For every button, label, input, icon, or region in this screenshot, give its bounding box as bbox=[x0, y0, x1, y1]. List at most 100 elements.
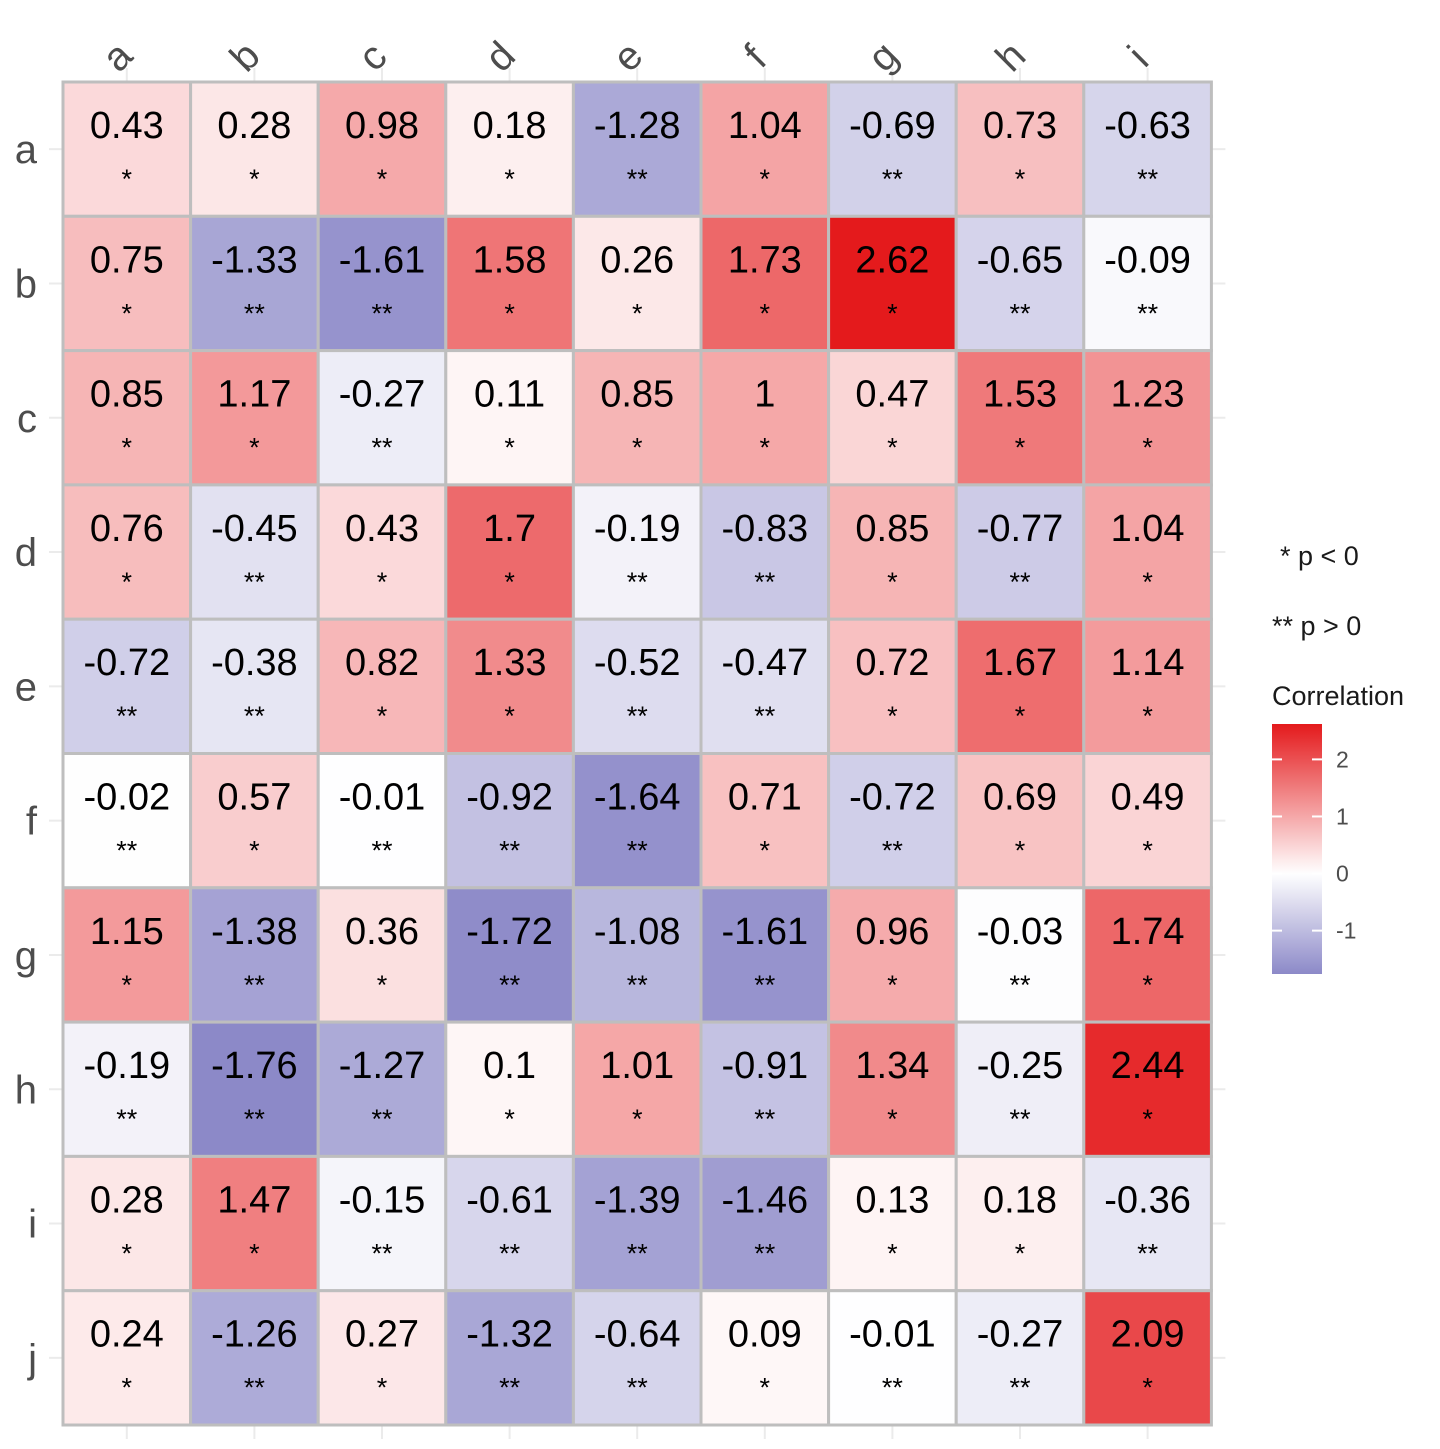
cell-value: -1.28 bbox=[594, 105, 681, 147]
cell-value: -0.77 bbox=[977, 508, 1064, 550]
cell-value: 0.85 bbox=[90, 374, 164, 416]
cell-rect bbox=[61, 80, 193, 218]
cell-rect bbox=[571, 1154, 703, 1293]
cell-significance: ** bbox=[499, 1373, 521, 1403]
cell-value: 1.34 bbox=[855, 1045, 929, 1087]
heatmap-cell-a-d: 0.18 * bbox=[444, 80, 575, 218]
heatmap-cell-e-a: -0.72 ** bbox=[61, 617, 193, 756]
heatmap-cell-g-b: -1.38 ** bbox=[189, 886, 320, 1024]
cell-value: -1.33 bbox=[211, 239, 298, 281]
cell-value: -0.09 bbox=[1104, 239, 1191, 281]
heatmap-cell-a-b: 0.28 * bbox=[189, 80, 320, 218]
cell-value: -0.69 bbox=[849, 105, 936, 147]
heatmap-cell-f-f: 0.71 * bbox=[699, 752, 831, 890]
cell-rect bbox=[827, 1289, 958, 1427]
cell-significance: ** bbox=[627, 567, 649, 597]
heatmap-cell-i-f: -1.46 ** bbox=[699, 1154, 831, 1293]
cell-significance: ** bbox=[116, 836, 138, 866]
cell-value: 0.85 bbox=[600, 374, 674, 416]
row-label-j: j bbox=[27, 1337, 37, 1381]
cell-value: 1.67 bbox=[983, 642, 1057, 684]
cell-significance: * bbox=[632, 433, 643, 463]
legend-colorbar bbox=[1272, 724, 1322, 974]
cell-significance: ** bbox=[244, 298, 266, 328]
heatmap-cell-h-e: 1.01 * bbox=[571, 1020, 703, 1158]
cell-significance: ** bbox=[754, 1104, 776, 1134]
cell-significance: * bbox=[377, 567, 388, 597]
heatmap-cell-i-h: 0.18 * bbox=[954, 1154, 1086, 1293]
cell-rect bbox=[189, 1289, 320, 1427]
cell-significance: * bbox=[504, 701, 515, 731]
cell-significance: * bbox=[1015, 164, 1026, 194]
cell-rect bbox=[827, 349, 958, 487]
cell-rect bbox=[444, 1289, 575, 1427]
cell-value: 0.85 bbox=[855, 508, 929, 550]
cell-significance: * bbox=[632, 1104, 643, 1134]
cell-value: 1.04 bbox=[728, 105, 802, 147]
cell-significance: ** bbox=[627, 1373, 649, 1403]
heatmap-cell-g-d: -1.72 ** bbox=[444, 886, 575, 1024]
legend-tick-label: -1 bbox=[1336, 918, 1356, 944]
cell-significance: * bbox=[122, 970, 133, 1000]
cell-rect bbox=[189, 1020, 320, 1158]
cell-value: -0.01 bbox=[339, 777, 426, 819]
cell-rect bbox=[571, 483, 703, 621]
cell-significance: ** bbox=[1137, 164, 1159, 194]
heatmap-cell-d-b: -0.45 ** bbox=[189, 483, 320, 621]
cell-value: 1.74 bbox=[1111, 911, 1185, 953]
cell-rect bbox=[1082, 349, 1213, 487]
cell-value: 1.14 bbox=[1111, 642, 1185, 684]
cell-rect bbox=[699, 349, 831, 487]
heatmap-cell-f-d: -0.92 ** bbox=[444, 752, 575, 890]
cell-significance: * bbox=[1142, 1104, 1153, 1134]
cell-significance: ** bbox=[116, 701, 138, 731]
heatmap-cell-c-e: 0.85 * bbox=[571, 349, 703, 487]
heatmap-cell-g-c: 0.36 * bbox=[316, 886, 448, 1024]
heatmap-cell-h-i: 2.44 * bbox=[1082, 1020, 1213, 1158]
column-label-f: f bbox=[736, 37, 776, 77]
cell-value: 1.15 bbox=[90, 911, 164, 953]
cell-significance: * bbox=[122, 298, 133, 328]
heatmap-cell-e-e: -0.52 ** bbox=[571, 617, 703, 756]
cell-value: 1.73 bbox=[728, 239, 802, 281]
cell-rect bbox=[827, 752, 958, 890]
cell-rect bbox=[444, 752, 575, 890]
cell-rect bbox=[699, 214, 831, 353]
column-label-d: d bbox=[477, 33, 524, 80]
cell-value: -0.64 bbox=[594, 1314, 681, 1356]
cell-value: 2.09 bbox=[1111, 1314, 1185, 1356]
heatmap-cell-a-f: 1.04 * bbox=[699, 80, 831, 218]
cell-rect bbox=[571, 1020, 703, 1158]
cell-rect bbox=[1082, 1289, 1213, 1427]
cell-significance: ** bbox=[882, 1373, 904, 1403]
column-label-g: g bbox=[860, 33, 907, 80]
cell-significance: * bbox=[1015, 701, 1026, 731]
cell-significance: * bbox=[377, 1373, 388, 1403]
cell-significance: * bbox=[122, 164, 133, 194]
cell-significance: * bbox=[1142, 433, 1153, 463]
heatmap-cell-e-i: 1.14 * bbox=[1082, 617, 1213, 756]
cell-significance: * bbox=[1142, 701, 1153, 731]
cell-value: 1.33 bbox=[473, 642, 547, 684]
heatmap-cell-b-d: 1.58 * bbox=[444, 214, 575, 353]
cell-rect bbox=[61, 1154, 193, 1293]
cell-rect bbox=[189, 617, 320, 756]
heatmap-cell-b-b: -1.33 ** bbox=[189, 214, 320, 353]
cell-rect bbox=[954, 1154, 1086, 1293]
cell-significance: * bbox=[249, 836, 260, 866]
heatmap-cell-c-b: 1.17 * bbox=[189, 349, 320, 487]
cell-rect bbox=[1082, 1154, 1213, 1293]
heatmap-cell-j-h: -0.27 ** bbox=[954, 1289, 1086, 1427]
cell-rect bbox=[699, 886, 831, 1024]
heatmap-cell-h-f: -0.91 ** bbox=[699, 1020, 831, 1158]
cell-value: -0.92 bbox=[466, 777, 553, 819]
cell-rect bbox=[571, 1289, 703, 1427]
row-label-h: h bbox=[15, 1068, 37, 1112]
cell-rect bbox=[189, 483, 320, 621]
cell-rect bbox=[61, 617, 193, 756]
cell-rect bbox=[1082, 483, 1213, 621]
cell-rect bbox=[444, 617, 575, 756]
heatmap-cell-i-a: 0.28 * bbox=[61, 1154, 193, 1293]
row-label-c: c bbox=[17, 397, 37, 441]
cell-significance: * bbox=[887, 433, 898, 463]
